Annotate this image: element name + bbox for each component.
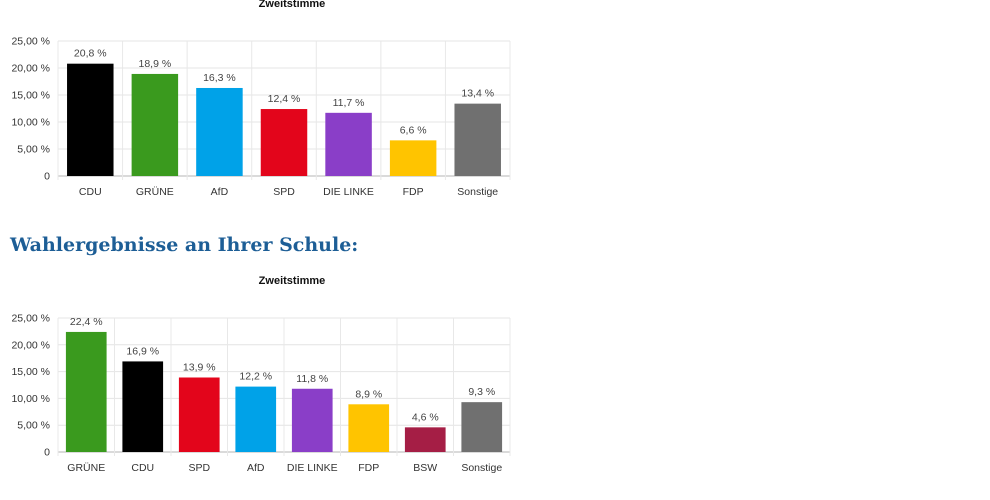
category-label: Sonstige: [457, 186, 498, 198]
bar-value-label: 4,6 %: [412, 411, 439, 423]
cut-off-footer-text: [20, 493, 220, 500]
category-label: SPD: [188, 462, 210, 474]
y-tick-label: 20,00 %: [11, 63, 50, 75]
bar-value-label: 9,3 %: [468, 386, 495, 398]
y-tick-label: 5,00 %: [17, 144, 50, 156]
bar-value-label: 12,2 %: [239, 371, 272, 383]
bar-fdp: [348, 404, 390, 452]
category-label: GRÜNE: [67, 462, 105, 474]
bar-afd: [235, 386, 277, 452]
category-label: Sonstige: [461, 462, 502, 474]
y-tick-label: 10,00 %: [11, 117, 50, 129]
bar-bsw: [404, 427, 446, 452]
y-tick-label: 25,00 %: [11, 36, 50, 48]
category-label: DIE LINKE: [323, 186, 374, 198]
y-tick-label: 10,00 %: [11, 393, 50, 405]
y-tick-label: 0: [44, 171, 50, 183]
category-label: SPD: [273, 186, 295, 198]
zweitstimme-chart-school: Zweitstimme 0 5,00 % 10,00 % 15,00 % 20,00 % 2…: [11, 275, 511, 474]
bar-value-label: 13,9 %: [183, 361, 216, 373]
category-label: AfD: [247, 462, 265, 474]
bar-value-label: 13,4 %: [461, 88, 494, 100]
bar-spd: [260, 109, 308, 176]
bar-value-label: 22,4 %: [70, 316, 103, 328]
bar-value-label: 18,9 %: [139, 58, 172, 70]
bar-cdu: [122, 361, 164, 452]
bar-grüne: [131, 73, 179, 176]
bar-value-label: 16,3 %: [203, 72, 236, 84]
bar-fdp: [389, 140, 437, 176]
bar-die-linke: [325, 112, 372, 176]
y-tick-label: 25,00 %: [11, 313, 50, 325]
y-tick-label: 0: [44, 447, 50, 459]
section-heading: Wahlergebnisse an Ihrer Schule:: [10, 234, 359, 256]
category-label: FDP: [403, 186, 424, 198]
zweitstimme-chart-overall: Zweitstimme 0 5,00 % 10,00 % 15,00 % 20,00 % 2…: [11, 0, 511, 198]
bar-sonstige: [454, 103, 501, 176]
bar-grüne: [65, 331, 107, 452]
bar-value-label: 8,9 %: [355, 388, 382, 400]
y-tick-label: 15,00 %: [11, 90, 50, 102]
bar-value-label: 11,8 %: [296, 373, 328, 385]
category-label: CDU: [79, 186, 102, 198]
category-label: CDU: [131, 462, 154, 474]
bar-value-label: 6,6 %: [400, 124, 427, 136]
bar-value-label: 20,8 %: [74, 48, 107, 60]
y-tick-label: 5,00 %: [17, 420, 50, 432]
category-label: BSW: [413, 462, 437, 474]
bar-value-label: 11,7 %: [333, 97, 365, 109]
bar-cdu: [67, 63, 114, 176]
bar-sonstige: [461, 402, 503, 452]
chart-title: Zweitstimme: [259, 275, 326, 287]
bar-die-linke: [291, 388, 333, 452]
chart-title: Zweitstimme: [259, 0, 326, 10]
bar-value-label: 12,4 %: [268, 93, 301, 105]
y-tick-label: 15,00 %: [11, 366, 50, 378]
bar-value-label: 16,9 %: [126, 345, 159, 357]
category-label: AfD: [211, 186, 229, 198]
category-label: FDP: [358, 462, 379, 474]
category-label: GRÜNE: [136, 186, 174, 198]
category-label: DIE LINKE: [287, 462, 338, 474]
bar-afd: [196, 87, 243, 176]
y-tick-label: 20,00 %: [11, 339, 50, 351]
bar-spd: [178, 377, 220, 452]
